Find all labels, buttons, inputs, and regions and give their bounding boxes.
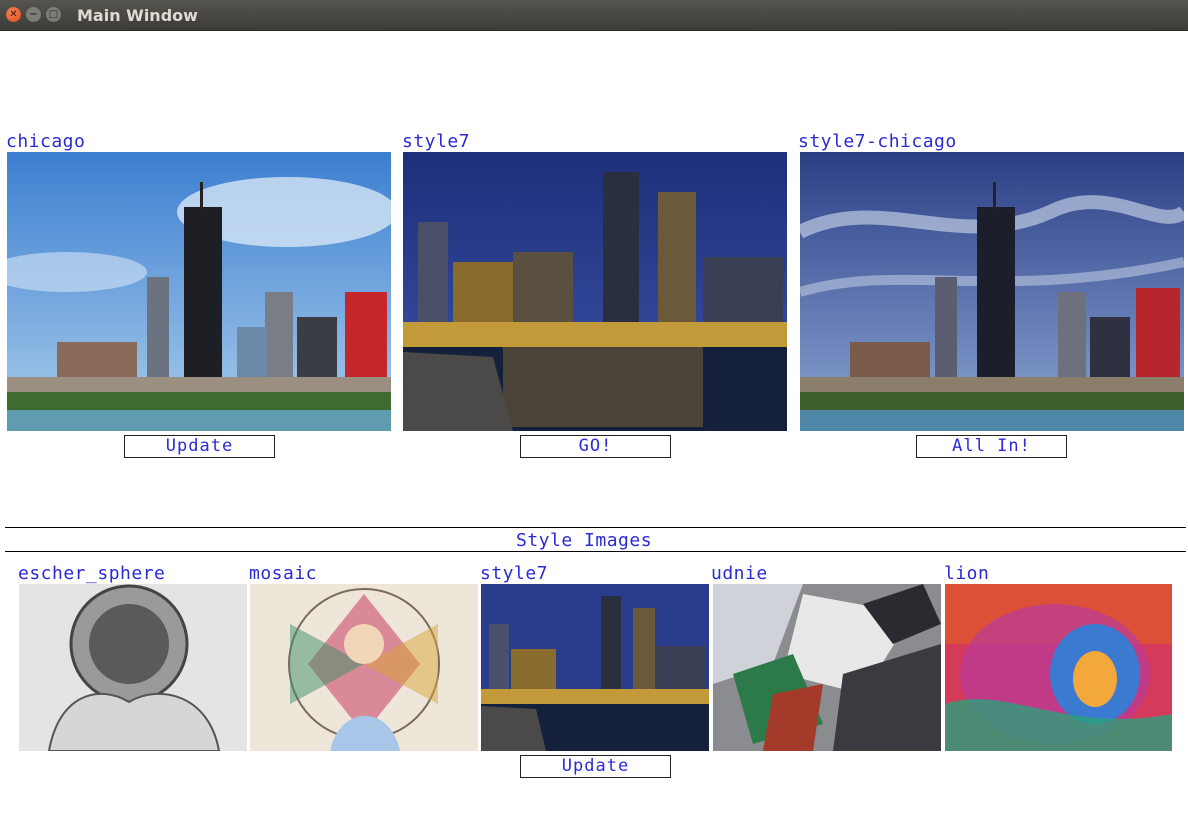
style-thumb-mosaic[interactable] <box>250 584 478 751</box>
content-image <box>7 152 391 431</box>
style-image-label: style7 <box>402 131 471 152</box>
style-thumb-label: udnie <box>711 563 768 584</box>
section-divider-top <box>5 527 1186 528</box>
update-content-button[interactable]: Update <box>124 435 275 458</box>
maximize-icon: □ <box>48 9 59 20</box>
window-titlebar: ✕ − □ Main Window <box>0 0 1188 31</box>
output-image <box>800 152 1184 431</box>
style-thumb-label: style7 <box>480 563 549 584</box>
output-image-label: style7-chicago <box>798 131 957 152</box>
style-thumb-style7[interactable] <box>481 584 709 751</box>
style-thumb-lion[interactable] <box>945 584 1172 751</box>
style-image <box>403 152 787 431</box>
style-thumb-label: mosaic <box>249 563 318 584</box>
style-thumb-escher-sphere[interactable] <box>19 584 247 751</box>
maximize-window-button[interactable]: □ <box>46 7 61 22</box>
minimize-window-button[interactable]: − <box>26 7 41 22</box>
style-thumb-label: escher_sphere <box>18 563 166 584</box>
all-in-button[interactable]: All In! <box>916 435 1067 458</box>
window-title: Main Window <box>77 6 198 25</box>
close-icon: ✕ <box>9 9 18 20</box>
style-thumb-udnie[interactable] <box>713 584 941 751</box>
style-images-header: Style Images <box>516 530 653 551</box>
go-button[interactable]: GO! <box>520 435 671 458</box>
minimize-icon: − <box>29 9 38 20</box>
section-divider-bottom <box>5 551 1186 552</box>
close-window-button[interactable]: ✕ <box>6 7 21 22</box>
update-styles-button[interactable]: Update <box>520 755 671 778</box>
content-image-label: chicago <box>6 131 86 152</box>
style-thumb-label: lion <box>944 563 990 584</box>
